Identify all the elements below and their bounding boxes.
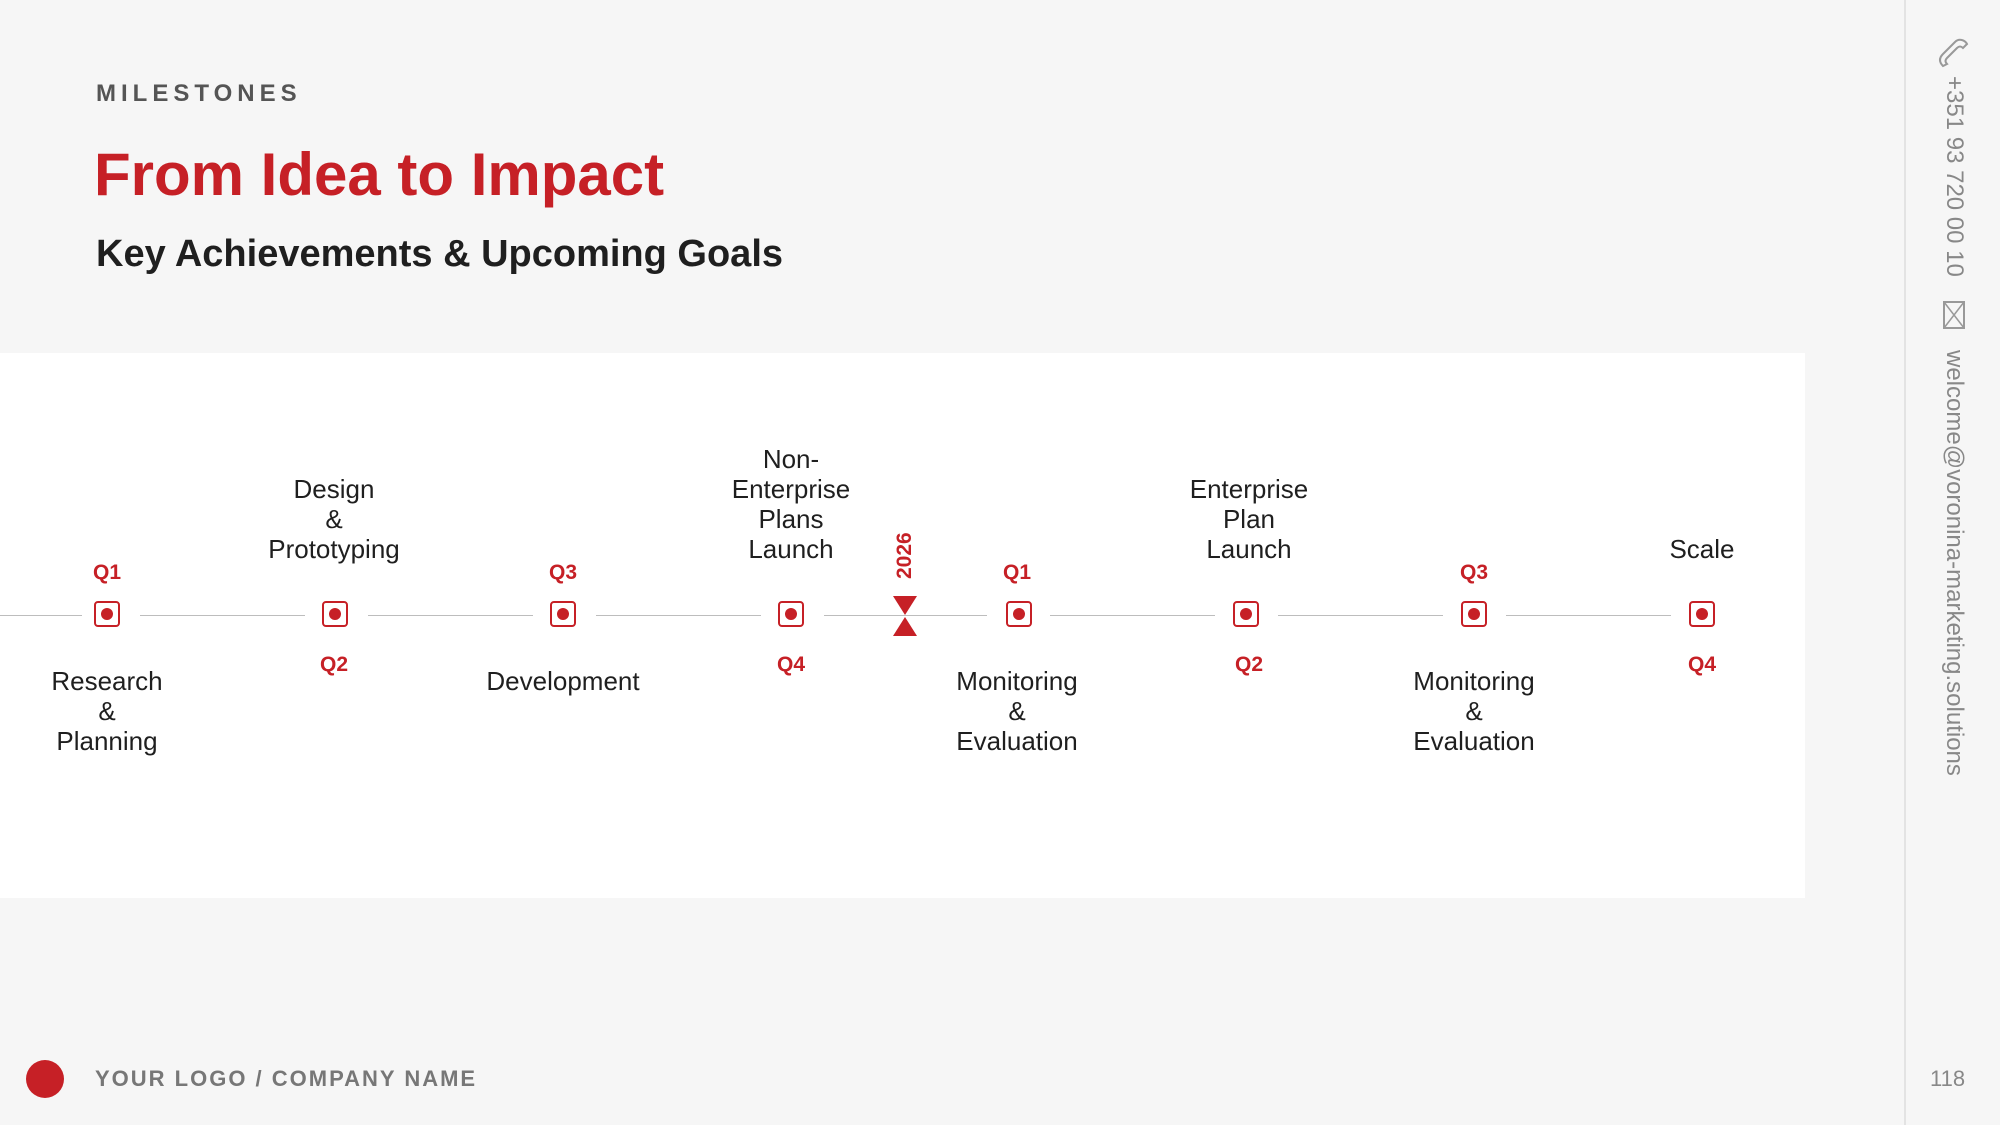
hourglass-icon — [893, 596, 917, 636]
contact-email[interactable]: welcome@voronina-marketing.solutions — [1941, 350, 1968, 776]
milestone-quarter: Q4 — [1687, 653, 1716, 676]
milestone-quarter: Q3 — [1459, 561, 1488, 584]
page-subtitle: Key Achievements & Upcoming Goals — [96, 233, 784, 275]
year-marker-label: 2026 — [893, 532, 916, 579]
milestone-node — [322, 601, 348, 627]
milestone-node — [94, 601, 120, 627]
milestone-label: Development — [486, 666, 640, 696]
timeline-line — [596, 615, 761, 616]
milestone-label: Research & Planning — [51, 666, 163, 756]
milestone-quarter: Q1 — [1002, 561, 1031, 584]
page-number: 118 — [1930, 1066, 1966, 1091]
timeline-line — [368, 615, 533, 616]
milestone-node — [1461, 601, 1487, 627]
milestone-quarter: Q3 — [548, 561, 577, 584]
contact-phone[interactable]: +351 93 720 00 10 — [1941, 76, 1968, 277]
milestone-label: Monitoring & Evaluation — [1413, 666, 1535, 756]
section-eyebrow: MILESTONES — [96, 80, 302, 107]
milestone-label: Scale — [1669, 534, 1735, 564]
page-title: From Idea to Impact — [94, 141, 665, 208]
mail-icon — [1943, 301, 1965, 329]
milestone-quarter: Q4 — [776, 653, 805, 676]
milestone-label: Monitoring & Evaluation — [956, 666, 1078, 756]
milestone-quarter: Q2 — [319, 653, 348, 676]
milestone-node — [778, 601, 804, 627]
milestone-label: Enterprise Plan Launch — [1189, 474, 1309, 564]
milestone-label: Design & Prototyping — [268, 474, 400, 564]
timeline-line — [1278, 615, 1443, 616]
milestone-label: Non- Enterprise Plans Launch — [731, 444, 851, 564]
milestone-node — [1006, 601, 1032, 627]
company-name: YOUR LOGO / COMPANY NAME — [95, 1066, 478, 1091]
timeline-line — [824, 615, 987, 616]
timeline-line — [0, 615, 82, 616]
milestone-quarter: Q1 — [92, 561, 121, 584]
milestone-node — [550, 601, 576, 627]
phone-icon — [1939, 38, 1969, 68]
milestone-node — [1233, 601, 1259, 627]
timeline-line — [1050, 615, 1215, 616]
logo-icon — [26, 1060, 64, 1098]
timeline-line — [140, 615, 305, 616]
milestone-node — [1689, 601, 1715, 627]
timeline-line — [1506, 615, 1671, 616]
sidebar-divider — [1904, 0, 1906, 1125]
milestone-quarter: Q2 — [1234, 653, 1263, 676]
